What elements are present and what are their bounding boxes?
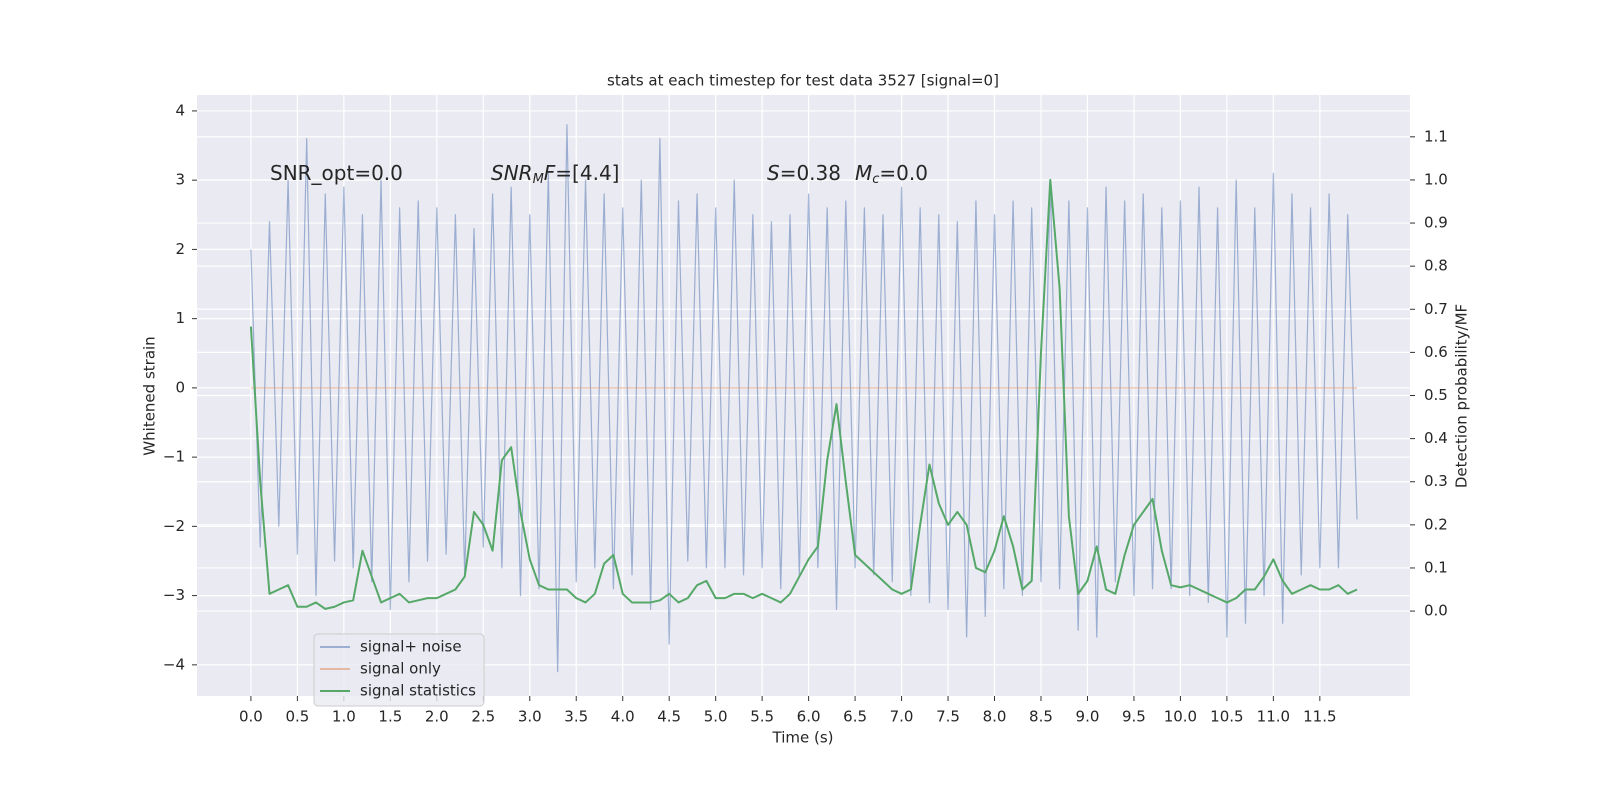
y2-axis-label: Detection probability/MF	[1453, 304, 1471, 488]
x-tick-label: 11.0	[1257, 708, 1290, 726]
annotation: S=0.38 Mc=0.0	[767, 161, 928, 187]
chart-title: stats at each timestep for test data 352…	[607, 72, 999, 90]
y2-tick-label: 0.9	[1424, 214, 1448, 232]
x-tick-label: 11.5	[1303, 708, 1336, 726]
y-tick-label: 4	[175, 101, 185, 119]
y2-tick-label: 1.0	[1424, 170, 1448, 188]
legend-box	[313, 633, 485, 707]
annotation-text: =0.38	[780, 161, 841, 185]
y2-tick-label: 0.1	[1424, 558, 1448, 576]
x-tick-label: 0.0	[239, 708, 263, 726]
annotation-text: F	[544, 161, 556, 185]
annotation-text: M	[533, 172, 544, 187]
y2-tick-label: 0.2	[1424, 515, 1448, 533]
axes: 0.0 0.5 1.0 1.5 2.0 2.5 3.0 3.5 4.0 4.5 5.0 5.5 6.0 6…	[163, 101, 1448, 725]
x-tick-label: 1.5	[378, 708, 402, 726]
y2-tick-label: 0.5	[1424, 386, 1448, 404]
x-tick-label: 10.5	[1210, 708, 1243, 726]
x-tick-label: 9.5	[1122, 708, 1146, 726]
y-axis-label: Whitened strain	[141, 336, 159, 455]
x-tick-label: 6.5	[843, 708, 867, 726]
x-tick-label: 3.5	[564, 708, 588, 726]
y-tick-label: −1	[163, 448, 185, 466]
annotation-text: S	[767, 161, 780, 185]
series-line	[250, 124, 1358, 673]
y2-tick-label: 0.8	[1424, 257, 1448, 275]
y-tick-label: −4	[163, 655, 185, 673]
x-tick-label: 7.0	[890, 708, 914, 726]
y2-tick-label: 1.1	[1424, 127, 1448, 145]
y-tick-label: 3	[175, 171, 185, 189]
y2-tick-label: 0.0	[1424, 602, 1448, 620]
annotation-text: c	[872, 172, 879, 187]
y-tick-label: −2	[163, 517, 185, 535]
x-tick-label: 4.0	[611, 708, 635, 726]
annotation: SNRMF=[4.4]	[491, 161, 619, 187]
annotation-text: SNR_opt=0.0	[270, 161, 403, 185]
legend-label: signal only	[360, 660, 441, 678]
x-tick-label: 8.0	[983, 708, 1007, 726]
x-tick-label: 7.5	[936, 708, 960, 726]
y-tick-label: 2	[175, 240, 185, 258]
x-tick-label: 4.5	[657, 708, 681, 726]
x-tick-label: 6.0	[797, 708, 821, 726]
series-line	[249, 178, 1358, 610]
x-tick-label: 8.5	[1029, 708, 1053, 726]
y2-tick-label: 0.7	[1424, 300, 1448, 318]
legend-label: signal+ noise	[360, 638, 462, 656]
x-tick-label: 3.0	[518, 708, 542, 726]
y-tick-label: 1	[175, 309, 185, 327]
annotation-text: =0.0	[879, 161, 928, 185]
x-tick-label: 5.5	[750, 708, 774, 726]
annotation: SNR_opt=0.0	[270, 161, 403, 185]
y-tick-label: −3	[163, 586, 185, 604]
x-tick-label: 2.0	[425, 708, 449, 726]
x-tick-label: 5.0	[704, 708, 728, 726]
x-tick-label: 0.5	[285, 708, 309, 726]
annotation-text: M	[855, 161, 872, 185]
annotation-text: =[4.4]	[555, 161, 619, 185]
y2-tick-label: 0.3	[1424, 472, 1448, 490]
annotation-text: SNR	[491, 161, 533, 185]
x-axis-label: Time (s)	[772, 729, 834, 747]
y2-tick-label: 0.4	[1424, 429, 1448, 447]
x-tick-label: 10.0	[1164, 708, 1197, 726]
x-tick-label: 2.5	[471, 708, 495, 726]
marks	[249, 124, 1358, 673]
y-tick-label: 0	[175, 378, 185, 396]
y2-tick-label: 0.6	[1424, 343, 1448, 361]
legend-label: signal statistics	[360, 682, 476, 700]
x-tick-label: 1.0	[332, 708, 356, 726]
x-tick-label: 9.0	[1076, 708, 1100, 726]
legend: signal+ noise signal only signal statistic…	[313, 633, 485, 707]
